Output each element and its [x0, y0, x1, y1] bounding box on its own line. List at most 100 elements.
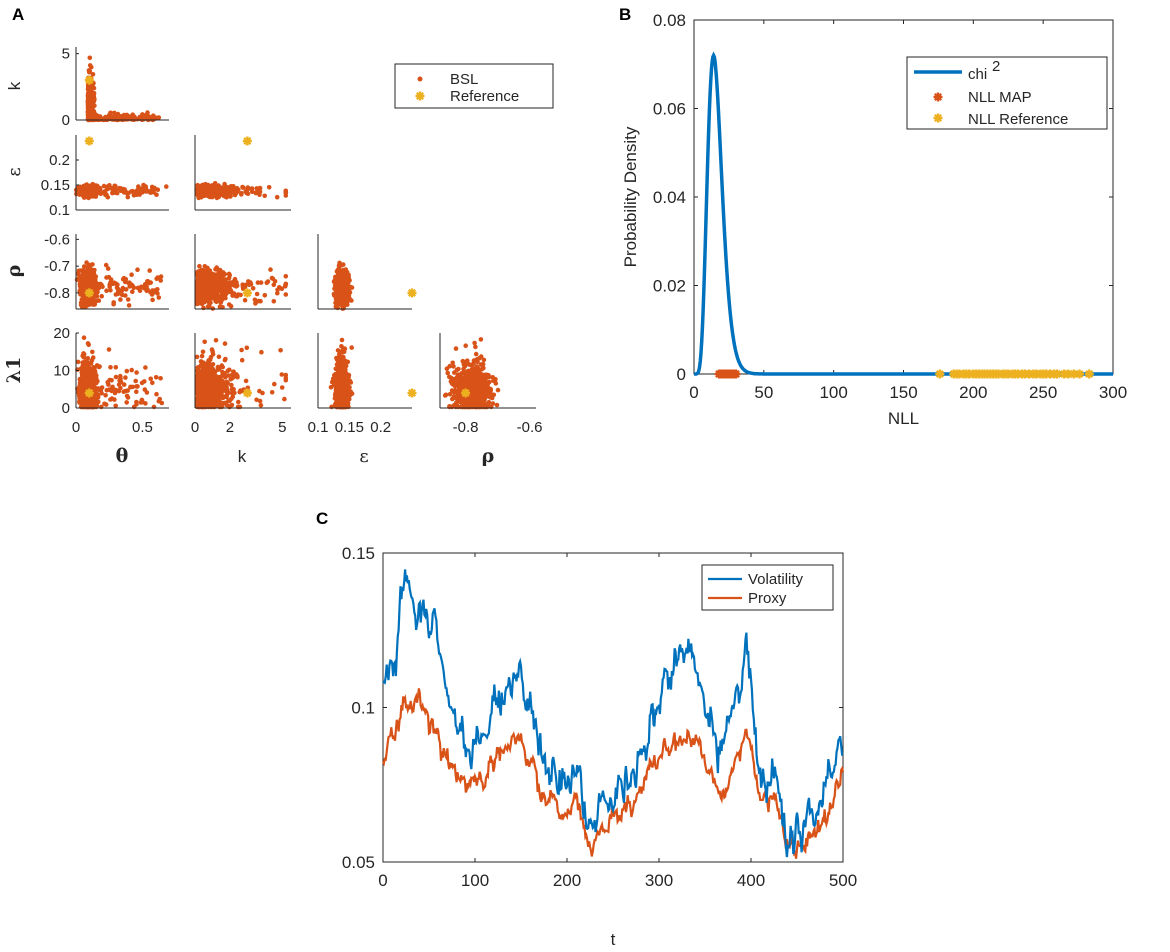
bsl-point	[283, 377, 289, 383]
bsl-point	[77, 273, 83, 279]
bsl-point	[152, 289, 157, 295]
bsl-point	[116, 388, 122, 394]
bsl-point	[250, 286, 256, 291]
bsl-point	[90, 349, 95, 355]
bsl-point	[158, 274, 164, 279]
bsl-point	[143, 401, 148, 406]
bsl-point	[205, 265, 210, 271]
bsl-point	[209, 188, 215, 194]
bsl-point	[142, 114, 148, 120]
bsl-point	[112, 390, 118, 396]
pair-cell-3-0	[75, 333, 169, 410]
reference-marker	[242, 288, 252, 298]
bsl-points	[331, 260, 355, 311]
bsl-point	[206, 269, 212, 274]
bsl-points	[194, 181, 289, 201]
bsl-point	[90, 262, 95, 267]
bsl-point	[107, 115, 112, 121]
bsl-point	[277, 285, 282, 290]
bsl-point	[250, 189, 255, 195]
bsl-point	[126, 303, 132, 308]
bsl-point	[222, 181, 227, 187]
bsl-point	[119, 292, 125, 298]
bsl-point	[87, 55, 93, 61]
bsl-point	[197, 186, 203, 191]
bsl-point	[239, 347, 244, 353]
bsl-point	[210, 349, 215, 355]
bsl-point	[278, 348, 283, 353]
bsl-point	[200, 349, 206, 355]
bsl-point	[240, 184, 245, 190]
bsl-point	[144, 288, 149, 294]
bsl-point	[262, 293, 268, 298]
bsl-point	[220, 270, 226, 275]
bsl-point	[220, 395, 226, 401]
bsl-point	[95, 378, 100, 384]
bsl-point	[136, 184, 141, 189]
bsl-point	[76, 268, 82, 274]
bsl-point	[103, 192, 108, 198]
bsl-point	[245, 191, 251, 196]
bsl-point	[248, 282, 254, 287]
bsl-point	[216, 183, 221, 188]
bsl-point	[91, 270, 97, 276]
bsl-point	[201, 296, 207, 302]
bsl-point	[158, 376, 163, 381]
bsl-point	[109, 396, 115, 401]
bsl-point	[135, 285, 141, 291]
bsl-point	[83, 376, 89, 381]
bsl-point	[258, 403, 264, 408]
bsl-point	[254, 299, 259, 305]
bsl-point	[344, 300, 350, 306]
bsl-point	[158, 278, 163, 283]
bsl-point	[135, 384, 140, 389]
reference-marker	[242, 136, 252, 146]
bsl-point	[86, 115, 92, 121]
bsl-point	[126, 190, 131, 196]
bsl-point	[150, 297, 155, 303]
bsl-point	[283, 190, 289, 195]
bsl-point	[214, 299, 219, 305]
bsl-point	[91, 109, 97, 115]
bsl-point	[115, 286, 121, 292]
bsl-point	[130, 289, 135, 295]
bsl-point	[146, 280, 152, 286]
bsl-point	[82, 194, 88, 199]
bsl-point	[283, 281, 289, 287]
bsl-point	[224, 188, 229, 193]
bsl-point	[89, 400, 94, 406]
bsl-point	[157, 396, 162, 402]
bsl-point	[125, 297, 131, 302]
bsl-point	[80, 381, 85, 386]
bsl-point	[81, 401, 86, 407]
bsl-point	[154, 391, 159, 397]
bsl-point	[147, 268, 152, 273]
bsl-point	[195, 279, 201, 284]
bsl-point	[125, 194, 131, 200]
bsl-point	[115, 111, 121, 117]
bsl-point	[144, 390, 150, 395]
bsl-points	[194, 263, 289, 311]
bsl-point	[135, 267, 140, 273]
bsl-point	[85, 189, 91, 195]
bsl-point	[209, 185, 215, 190]
bsl-point	[227, 273, 232, 278]
panel-label-c: C	[316, 509, 328, 528]
bsl-point	[131, 192, 137, 198]
bsl-point	[239, 357, 245, 363]
bsl-point	[216, 354, 222, 360]
bsl-point	[239, 190, 244, 196]
bsl-point	[90, 355, 96, 360]
bsl-point	[227, 189, 233, 195]
bsl-point	[201, 283, 206, 288]
bsl-point	[199, 277, 205, 282]
bsl-point	[230, 293, 235, 298]
reference-marker	[84, 75, 94, 85]
bsl-point	[154, 276, 159, 282]
bsl-point	[202, 339, 207, 345]
bsl-point	[340, 297, 346, 303]
bsl-point	[246, 279, 251, 284]
bsl-point	[105, 266, 111, 271]
pair-cell-1-0	[74, 135, 169, 211]
